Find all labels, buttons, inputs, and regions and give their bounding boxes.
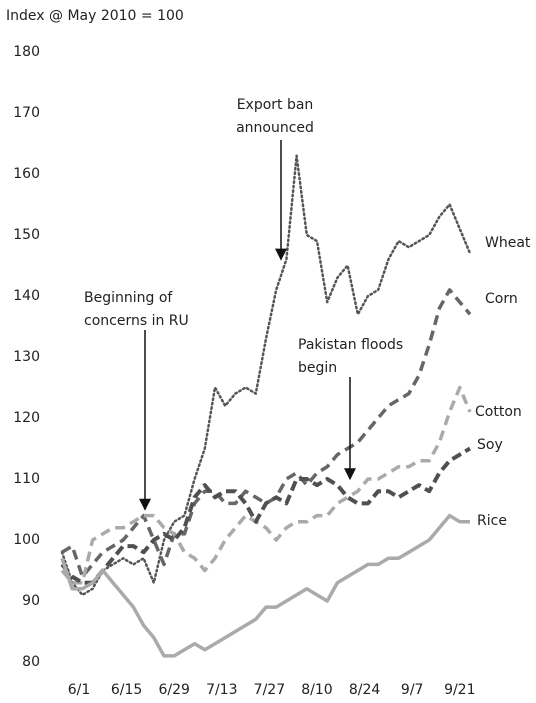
series-label: Cotton: [475, 404, 522, 420]
x-tick-label: 7/27: [254, 682, 285, 698]
y-tick-label: 110: [13, 471, 40, 487]
y-tick-label: 160: [13, 166, 40, 182]
y-axis-label: Index @ May 2010 = 100: [6, 8, 184, 24]
annotation-text: Export ban: [237, 97, 314, 113]
annotation-text: announced: [236, 120, 314, 136]
series-line: [60, 446, 472, 585]
y-tick-label: 80: [22, 654, 40, 670]
series-label: Wheat: [485, 235, 531, 251]
series-line: [60, 154, 472, 597]
y-tick-label: 130: [13, 349, 40, 365]
series-label: Corn: [485, 291, 518, 307]
y-tick-label: 150: [13, 227, 40, 243]
y-tick-label: 90: [22, 593, 40, 609]
y-tick-label: 120: [13, 410, 40, 426]
series-line: [60, 513, 470, 658]
x-tick-label: 6/29: [158, 682, 189, 698]
series-label: Rice: [477, 513, 507, 529]
y-tick-label: 170: [13, 105, 40, 121]
annotation-text: begin: [298, 360, 337, 376]
x-tick-label: 8/10: [301, 682, 332, 698]
y-tick-label: 180: [13, 44, 40, 60]
y-tick-label: 140: [13, 288, 40, 304]
annotation-text: Beginning of: [84, 290, 173, 306]
x-tick-label: 8/24: [349, 682, 381, 698]
series-label: Soy: [477, 437, 503, 453]
x-tick-label: 6/1: [68, 682, 91, 698]
y-tick-label: 100: [13, 532, 40, 548]
annotation-text: Pakistan floods: [298, 337, 403, 353]
annotation-text: concerns in RU: [84, 313, 189, 329]
x-tick-label: 9/21: [444, 682, 475, 698]
series-line: [60, 385, 472, 585]
x-tick-label: 7/13: [206, 682, 237, 698]
x-tick-label: 9/7: [401, 682, 424, 698]
x-tick-label: 6/15: [111, 682, 142, 698]
